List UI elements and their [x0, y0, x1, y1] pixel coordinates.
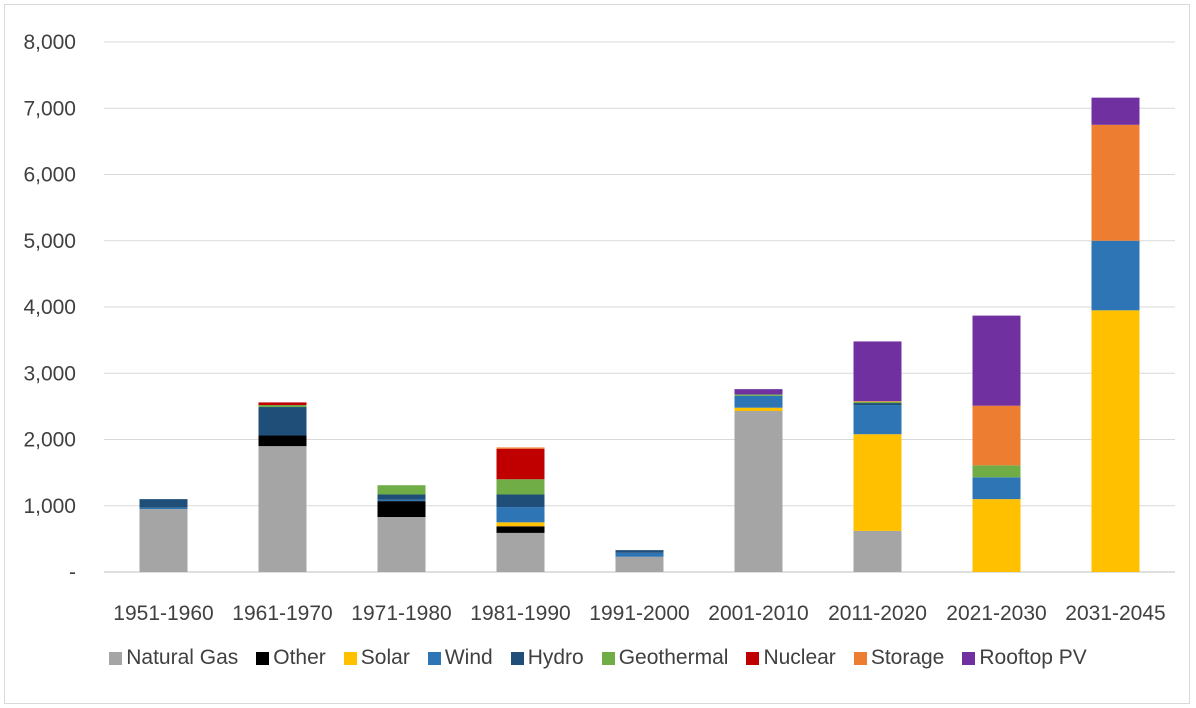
bar-segment-natural-gas — [853, 530, 902, 572]
bar-segment-other — [496, 526, 545, 533]
bar-segment-geothermal — [972, 465, 1021, 478]
legend-swatch — [962, 651, 976, 665]
legend-label: Rooftop PV — [979, 646, 1087, 669]
y-tick-label: 3,000 — [23, 362, 76, 385]
legend-item: Hydro — [510, 646, 584, 670]
y-tick-label: 6,000 — [23, 164, 76, 187]
bar-segment-solar — [1091, 310, 1140, 572]
legend-swatch — [746, 651, 760, 665]
bar-segment-wind — [139, 507, 188, 510]
bar-segment-nuclear — [496, 448, 545, 480]
bar-segment-other — [258, 435, 307, 447]
bar-segment-wind — [496, 507, 545, 523]
bar-segment-geothermal — [853, 401, 902, 404]
legend-item: Geothermal — [601, 646, 729, 670]
y-tick-label: 5,000 — [23, 230, 76, 253]
bar-segment-wind — [972, 477, 1021, 500]
x-tick-label: 2031-2045 — [1065, 602, 1165, 625]
bar-segment-natural-gas — [258, 446, 307, 572]
bar-segment-wind — [377, 499, 426, 502]
bar-segment-hydro — [139, 499, 188, 508]
legend-swatch — [343, 651, 357, 665]
legend-label: Other — [273, 646, 326, 669]
y-tick-label: 8,000 — [23, 31, 76, 54]
bar-segment-rooftop-pv — [1091, 97, 1140, 125]
legend-swatch — [427, 651, 441, 665]
bar-segment-natural-gas — [496, 532, 545, 572]
bar-segment-geothermal — [258, 405, 307, 408]
legend-label: Wind — [444, 646, 493, 669]
bar-segment-hydro — [496, 494, 545, 508]
legend-swatch — [601, 651, 615, 665]
y-tick-label: 4,000 — [23, 296, 76, 319]
bar-segment-other — [377, 501, 426, 518]
legend-swatch — [510, 651, 524, 665]
bar-segment-natural-gas — [377, 517, 426, 572]
bar-segment-natural-gas — [615, 556, 664, 572]
bar-segment-hydro — [853, 403, 902, 406]
legend-label: Natural Gas — [126, 646, 239, 669]
legend-item: Solar — [343, 646, 410, 670]
bar-segment-natural-gas — [734, 411, 783, 572]
legend-label: Solar — [360, 646, 410, 669]
bar-segment-hydro — [377, 494, 426, 500]
bar-segment-nuclear — [258, 402, 307, 406]
y-tick-label: 1,000 — [23, 495, 76, 518]
legend-label: Hydro — [527, 646, 584, 669]
x-tick-label: 1991-2000 — [589, 602, 689, 625]
bar-segment-wind — [853, 405, 902, 435]
bar-segment-solar — [972, 499, 1021, 572]
bar-segment-storage — [496, 447, 545, 449]
chart-frame — [4, 4, 1190, 704]
x-tick-label: 2011-2020 — [828, 602, 927, 625]
x-tick-label: 1951-1960 — [113, 602, 213, 625]
legend-item: Rooftop PV — [962, 646, 1087, 670]
legend-item: Natural Gas — [109, 646, 238, 670]
bar-segment-solar — [734, 407, 783, 412]
x-tick-label: 1981-1990 — [470, 602, 570, 625]
legend-label: Geothermal — [618, 646, 729, 669]
bar-segment-wind — [1091, 240, 1140, 311]
x-tick-label: 2021-2030 — [946, 602, 1046, 625]
y-tick-label: 7,000 — [23, 97, 76, 120]
bar-segment-hydro — [615, 550, 664, 553]
legend-item: Nuclear — [746, 646, 836, 670]
bar-segment-hydro — [258, 407, 307, 436]
x-tick-label: 2001-2010 — [708, 602, 808, 625]
bar-segment-rooftop-pv — [734, 389, 783, 395]
y-tick-label: 2,000 — [23, 429, 76, 452]
x-tick-label: 1971-1980 — [351, 602, 451, 625]
bar-segment-solar — [496, 522, 545, 527]
legend-label: Nuclear — [763, 646, 836, 669]
bar-segment-storage — [972, 405, 1021, 466]
legend-item: Wind — [427, 646, 493, 670]
legend-swatch — [853, 651, 867, 665]
legend-swatch — [256, 651, 270, 665]
bar-segment-solar — [853, 434, 902, 531]
bar-segment-rooftop-pv — [853, 341, 902, 402]
bar-segment-geothermal — [496, 479, 545, 495]
bar-segment-storage — [1091, 124, 1140, 241]
legend-item: Storage — [853, 646, 945, 670]
bar-segment-geothermal — [377, 485, 426, 495]
legend-label: Storage — [870, 646, 945, 669]
bar-segment-natural-gas — [139, 509, 188, 572]
y-tick-label: - — [69, 561, 76, 584]
legend-swatch — [109, 651, 123, 665]
x-tick-label: 1961-1970 — [232, 602, 332, 625]
legend-item: Other — [256, 646, 326, 670]
bar-segment-wind — [615, 552, 664, 557]
bar-segment-wind — [734, 395, 783, 408]
bar-segment-storage — [853, 401, 902, 402]
bar-segment-geothermal — [734, 394, 783, 396]
legend: Natural Gas Other Solar Wind Hydro Geothermal… — [0, 646, 1196, 670]
bar-segment-rooftop-pv — [972, 315, 1021, 406]
